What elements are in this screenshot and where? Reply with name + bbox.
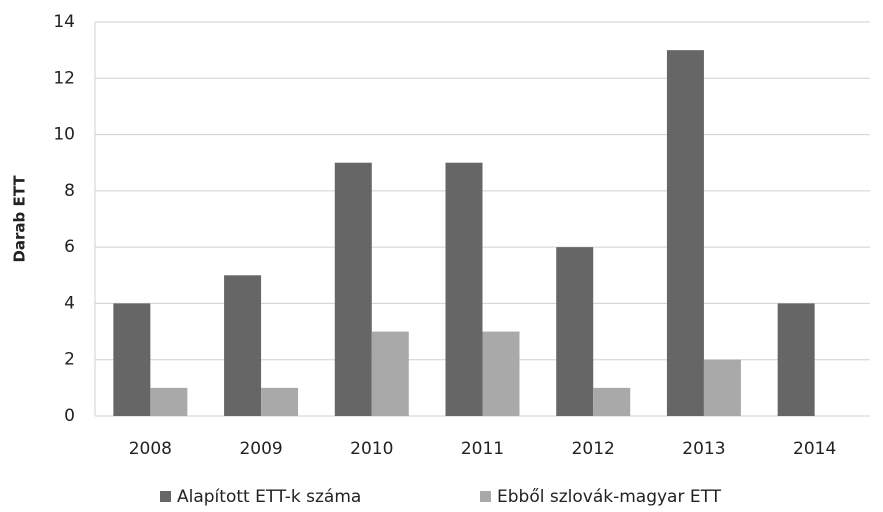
- x-tick-label: 2009: [239, 439, 282, 459]
- bar: [593, 387, 631, 416]
- legend-label: Ebből szlovák-magyar ETT: [497, 487, 722, 507]
- bar: [703, 359, 741, 416]
- bar: [150, 387, 188, 416]
- bar: [777, 303, 815, 416]
- y-tick-label: 14: [53, 12, 75, 32]
- bar: [113, 303, 151, 416]
- y-axis-label: Darab ETT: [11, 175, 29, 263]
- legend-swatch: [160, 491, 171, 502]
- bar: [556, 247, 594, 416]
- legend-swatch: [480, 491, 491, 502]
- x-tick-label: 2010: [350, 439, 393, 459]
- bar: [261, 387, 299, 416]
- y-tick-label: 8: [64, 181, 75, 201]
- bar: [482, 331, 520, 416]
- bar: [224, 275, 262, 416]
- y-tick-label: 10: [53, 125, 75, 145]
- y-tick-label: 6: [64, 237, 75, 257]
- x-tick-label: 2011: [461, 439, 504, 459]
- y-tick-label: 2: [64, 350, 75, 370]
- x-tick-label: 2013: [682, 439, 725, 459]
- y-tick-label: 4: [64, 293, 75, 313]
- bar: [666, 50, 704, 417]
- y-tick-label: 12: [53, 68, 75, 88]
- bar: [334, 162, 372, 416]
- bar: [445, 162, 483, 416]
- x-tick-label: 2012: [572, 439, 615, 459]
- x-tick-label: 2014: [793, 439, 836, 459]
- bar: [371, 331, 409, 416]
- x-tick-label: 2008: [129, 439, 172, 459]
- y-tick-label: 0: [64, 406, 75, 426]
- legend-label: Alapított ETT-k száma: [177, 487, 361, 507]
